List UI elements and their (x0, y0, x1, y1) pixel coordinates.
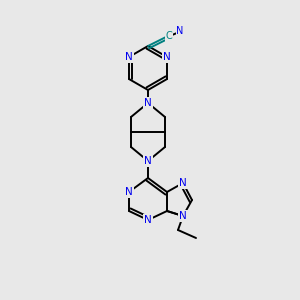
Text: N: N (144, 156, 152, 166)
Text: C: C (166, 31, 172, 41)
Text: N: N (125, 187, 133, 197)
Text: N: N (179, 178, 187, 188)
Text: N: N (144, 215, 152, 225)
Text: N: N (163, 52, 171, 62)
Text: N: N (144, 98, 152, 108)
Text: N: N (176, 26, 184, 36)
Text: N: N (179, 211, 187, 221)
Text: N: N (125, 52, 133, 62)
